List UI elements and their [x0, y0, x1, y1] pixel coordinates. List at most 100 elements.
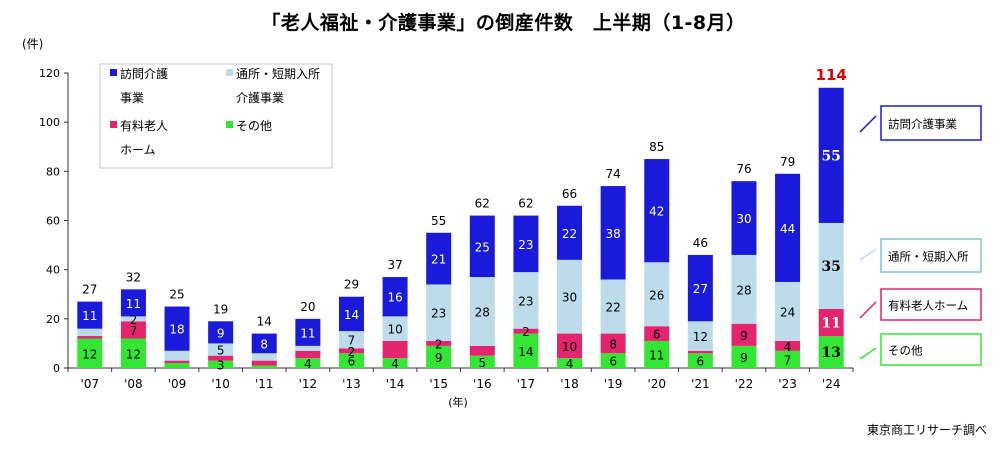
segment-value-label: 11: [82, 309, 97, 323]
bar-segment: [600, 279, 626, 334]
bars: [77, 87, 844, 368]
bar-segment: [208, 355, 234, 361]
segment-value-label: 2: [348, 345, 356, 359]
y-tick-label: 40: [46, 264, 60, 277]
bar-segment: [469, 355, 495, 368]
segment-value-label: 3: [217, 358, 225, 372]
legend-label: ホーム: [120, 143, 156, 157]
bar-segment: [295, 358, 321, 368]
bar-segment: [469, 215, 495, 278]
segment-value-label: 10: [562, 340, 577, 354]
bar-segment: [382, 277, 408, 317]
legend-connector-line: [859, 347, 877, 360]
bar-segment: [164, 363, 190, 368]
x-tick-label: '07: [81, 377, 100, 391]
total-label: 46: [693, 236, 708, 250]
bar-segment: [731, 323, 757, 346]
segment-value-label: 22: [605, 301, 620, 315]
segment-value-label: 24: [780, 305, 795, 319]
x-tick-label: '16: [473, 377, 492, 391]
segment-value-label: 2: [130, 313, 138, 327]
legend-label: 事業: [120, 91, 144, 105]
x-tick-label: '17: [517, 377, 536, 391]
total-label: 55: [431, 214, 446, 228]
legend-box: [880, 238, 982, 273]
segment-value-label: 2: [522, 325, 530, 339]
x-tick-label: '14: [386, 377, 405, 391]
bar-segment: [775, 340, 801, 351]
bar-segment: [600, 186, 626, 280]
axes: (件) 0 20 40 60 80 100 120 '07 '08 '09 '10 '11 '12 '13 '…: [22, 37, 854, 409]
bar-segment: [164, 360, 190, 364]
segment-value-label: 5: [217, 344, 225, 358]
segment-value-label: 14: [518, 345, 533, 359]
data-labels: 1211271272113218253591981441120627142941…: [82, 66, 847, 373]
bar-segment: [164, 350, 190, 361]
legend-swatch: [226, 69, 233, 76]
legend-connector-line: [859, 115, 877, 133]
segment-value-label: 6: [697, 355, 705, 369]
segment-value-label: 9: [435, 351, 443, 365]
segment-value-label: 8: [260, 337, 268, 351]
total-label: 74: [605, 167, 620, 181]
legend-swatch: [110, 121, 117, 128]
y-tick-label: 80: [46, 165, 60, 178]
bar-segment: [251, 360, 277, 366]
total-label: 20: [300, 300, 315, 314]
bar-segment: [120, 321, 146, 339]
bar-segment: [382, 358, 408, 368]
x-tick-label: '15: [429, 377, 448, 391]
legend-swatch: [226, 121, 233, 128]
y-tick-label: 100: [39, 116, 60, 129]
segment-value-label: 4: [784, 340, 792, 354]
segment-value-label: 18: [169, 323, 184, 337]
bar-segment: [818, 309, 844, 337]
bar-segment: [557, 358, 583, 368]
bar-segment: [120, 289, 146, 317]
bar-segment: [687, 254, 713, 322]
segment-value-label: 6: [609, 355, 617, 369]
y-tick-label: 0: [53, 362, 60, 375]
segment-value-label: 9: [217, 326, 225, 340]
bar-segment: [775, 350, 801, 368]
bar-segment: [644, 159, 670, 263]
total-label: 25: [169, 288, 184, 302]
segment-value-label: 9: [740, 329, 748, 343]
segment-value-label: 9: [740, 351, 748, 365]
bar-segment: [818, 336, 844, 368]
legend-connector-line: [859, 301, 877, 319]
bar-segment: [775, 281, 801, 341]
legend-label: その他: [236, 119, 272, 133]
bar-segment: [687, 353, 713, 368]
bar-segment: [687, 321, 713, 351]
legend-box: [880, 105, 982, 141]
total-label: 62: [475, 197, 490, 211]
bar-segment: [338, 353, 364, 368]
total-label: 62: [518, 197, 533, 211]
bar-segment: [775, 173, 801, 282]
total-label: 29: [344, 278, 359, 292]
bar-segment: [295, 318, 321, 346]
bar-segment: [731, 254, 757, 324]
segment-value-label: 6: [348, 355, 356, 369]
x-tick-label: '08: [124, 377, 143, 391]
bar-segment: [164, 306, 190, 351]
segment-value-label: 27: [693, 282, 708, 296]
segment-value-label: 26: [649, 288, 664, 302]
bar-segment: [469, 345, 495, 356]
bar-segment: [251, 365, 277, 368]
x-axis-unit: (年): [448, 395, 468, 409]
x-tick-label: '21: [691, 377, 710, 391]
segment-value-label: 21: [431, 253, 446, 267]
bar-segment: [513, 215, 539, 273]
bar-segment: [426, 340, 452, 346]
legend-connector-line: [859, 248, 877, 261]
segment-value-label: 14: [344, 308, 359, 322]
segment-value-label: 42: [649, 205, 664, 219]
bar-segment: [557, 259, 583, 334]
bar-segment: [120, 338, 146, 368]
segment-value-label: 7: [130, 324, 138, 338]
segment-value-label: 44: [780, 222, 795, 236]
